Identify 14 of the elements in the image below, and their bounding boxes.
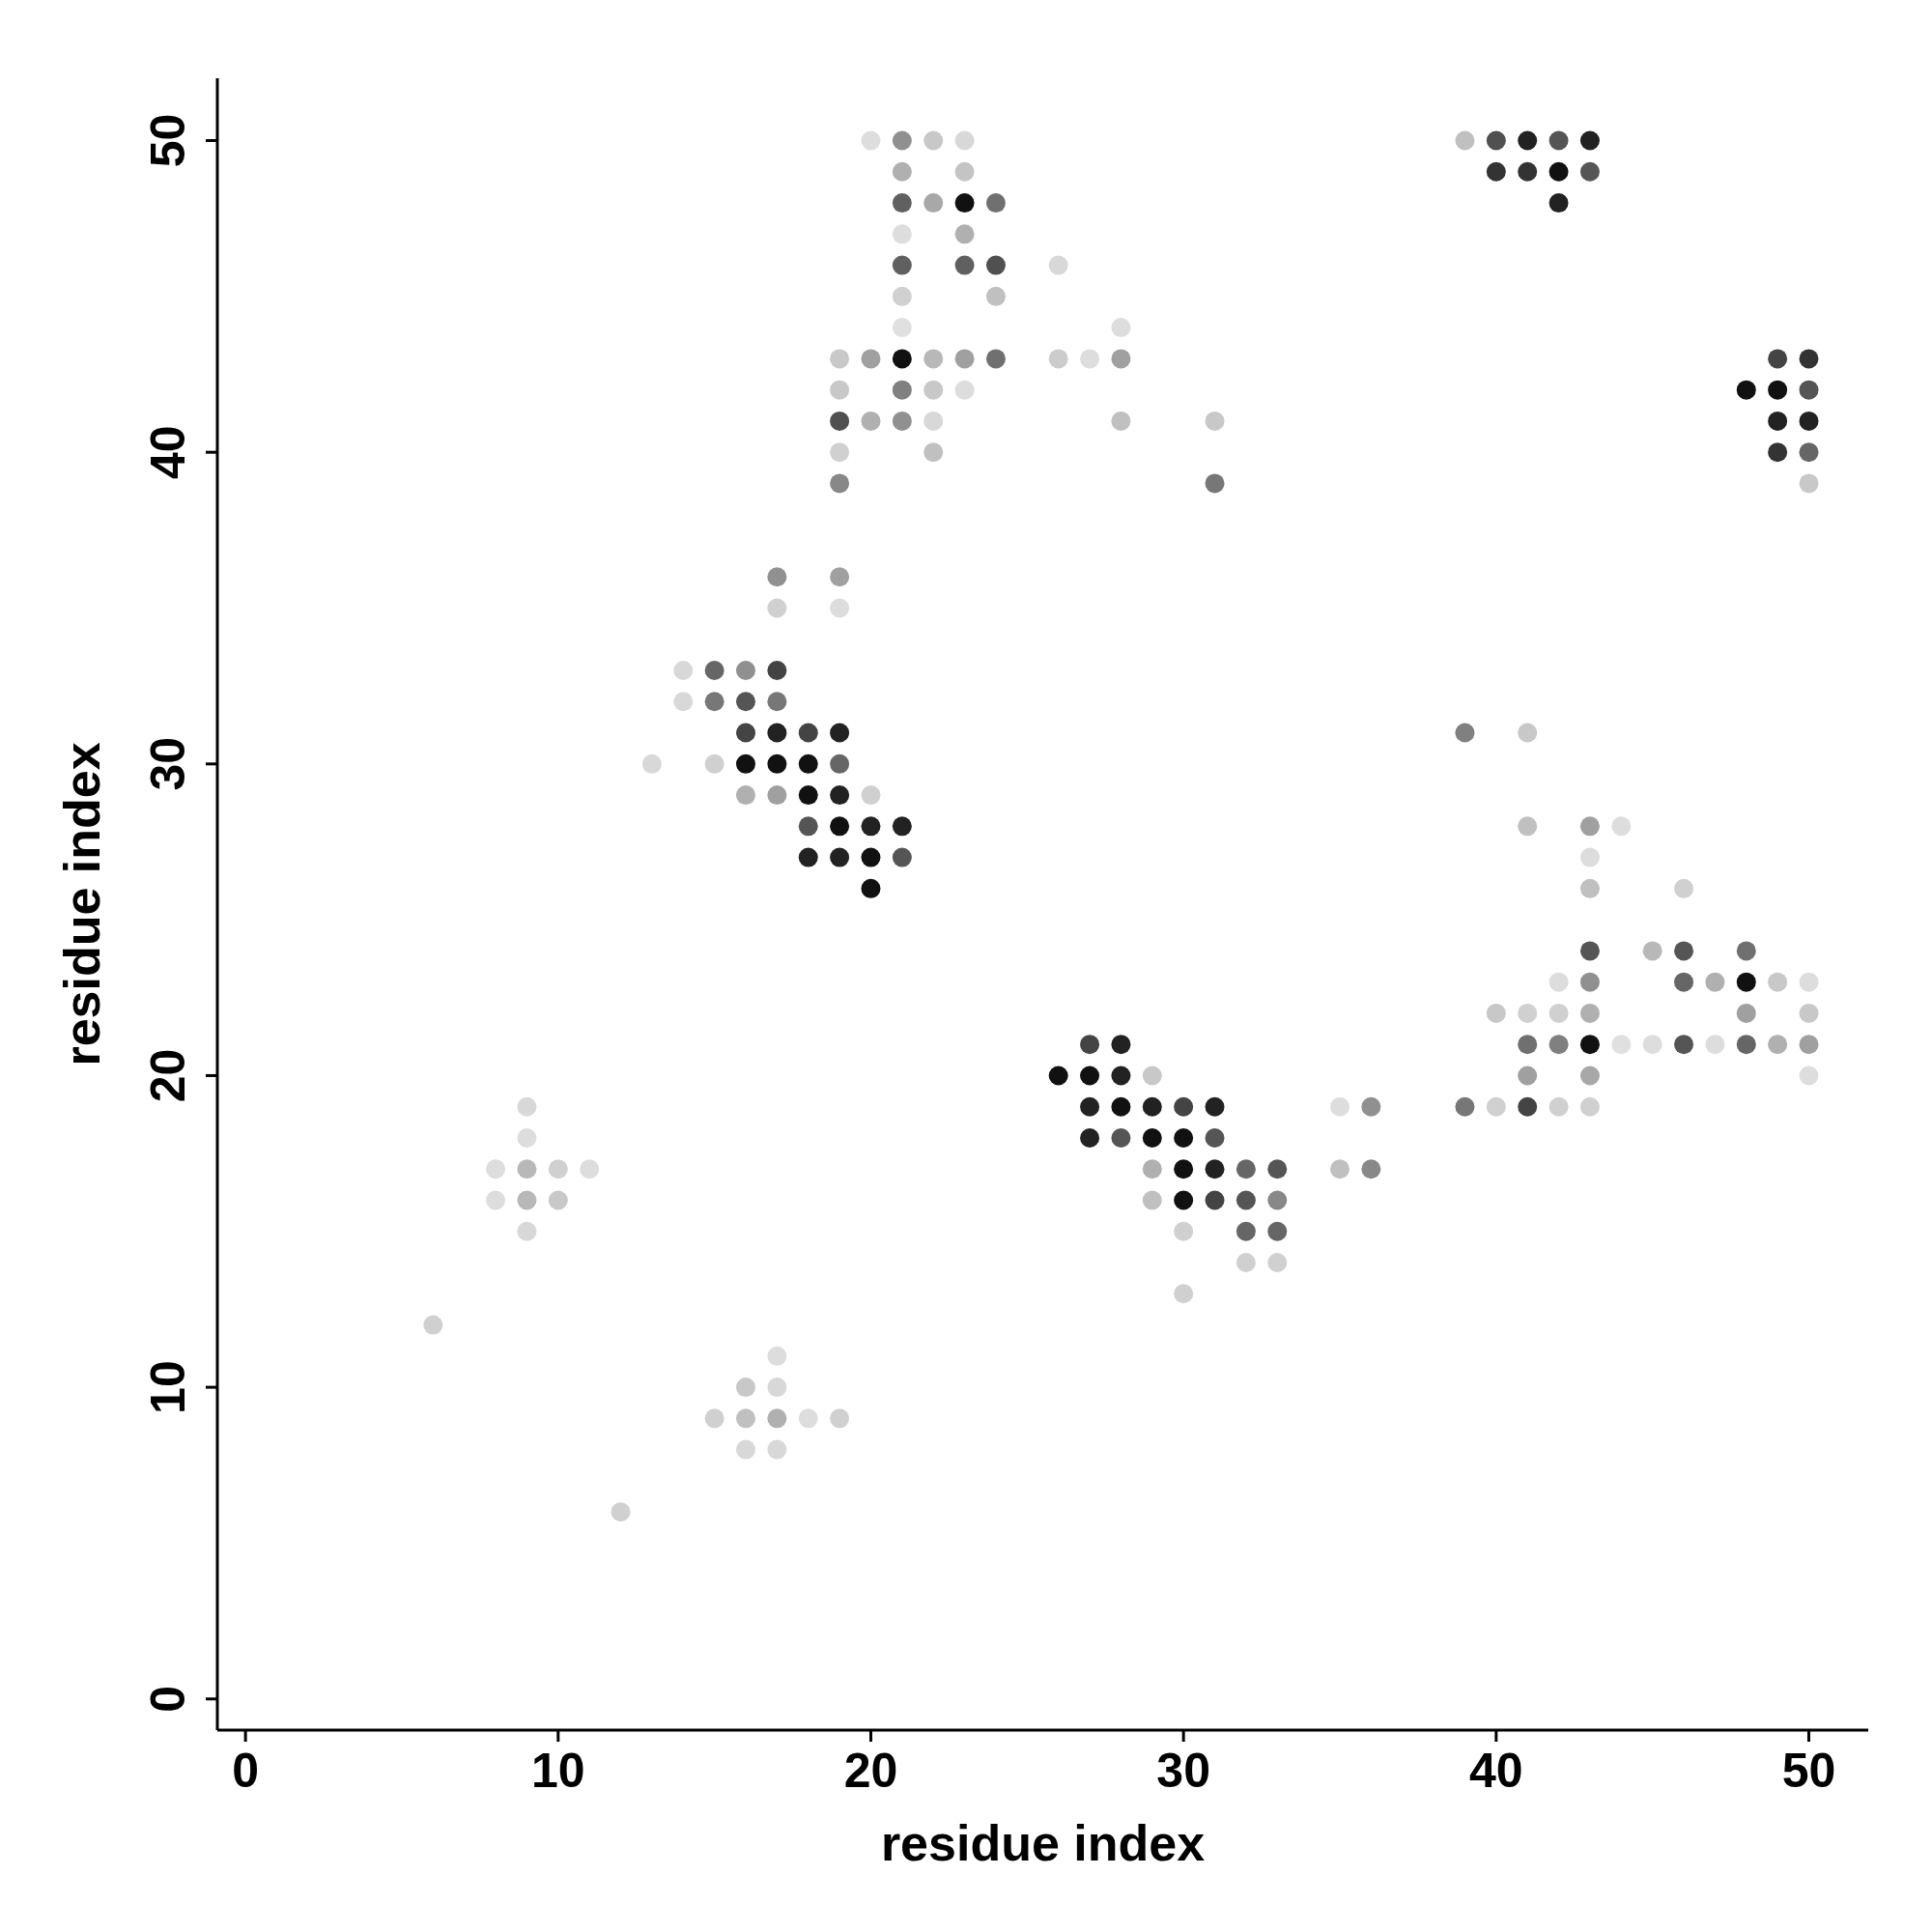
y-axis-title: residue index [54, 742, 110, 1066]
x-tick-label: 30 [1156, 1744, 1210, 1798]
y-tick-label: 10 [141, 1360, 195, 1414]
x-axis-title: residue index [880, 1815, 1206, 1871]
x-tick-label: 40 [1469, 1744, 1523, 1798]
x-tick-label: 0 [232, 1744, 260, 1798]
y-tick-label: 30 [141, 737, 195, 791]
x-tick-label: 10 [530, 1744, 585, 1798]
y-tick-label: 40 [141, 425, 195, 479]
y-tick-label: 20 [141, 1048, 195, 1103]
y-tick-label: 0 [141, 1685, 195, 1713]
y-tick-label: 50 [141, 113, 195, 168]
x-tick-label: 50 [1781, 1744, 1836, 1798]
x-tick-label: 20 [843, 1744, 898, 1798]
